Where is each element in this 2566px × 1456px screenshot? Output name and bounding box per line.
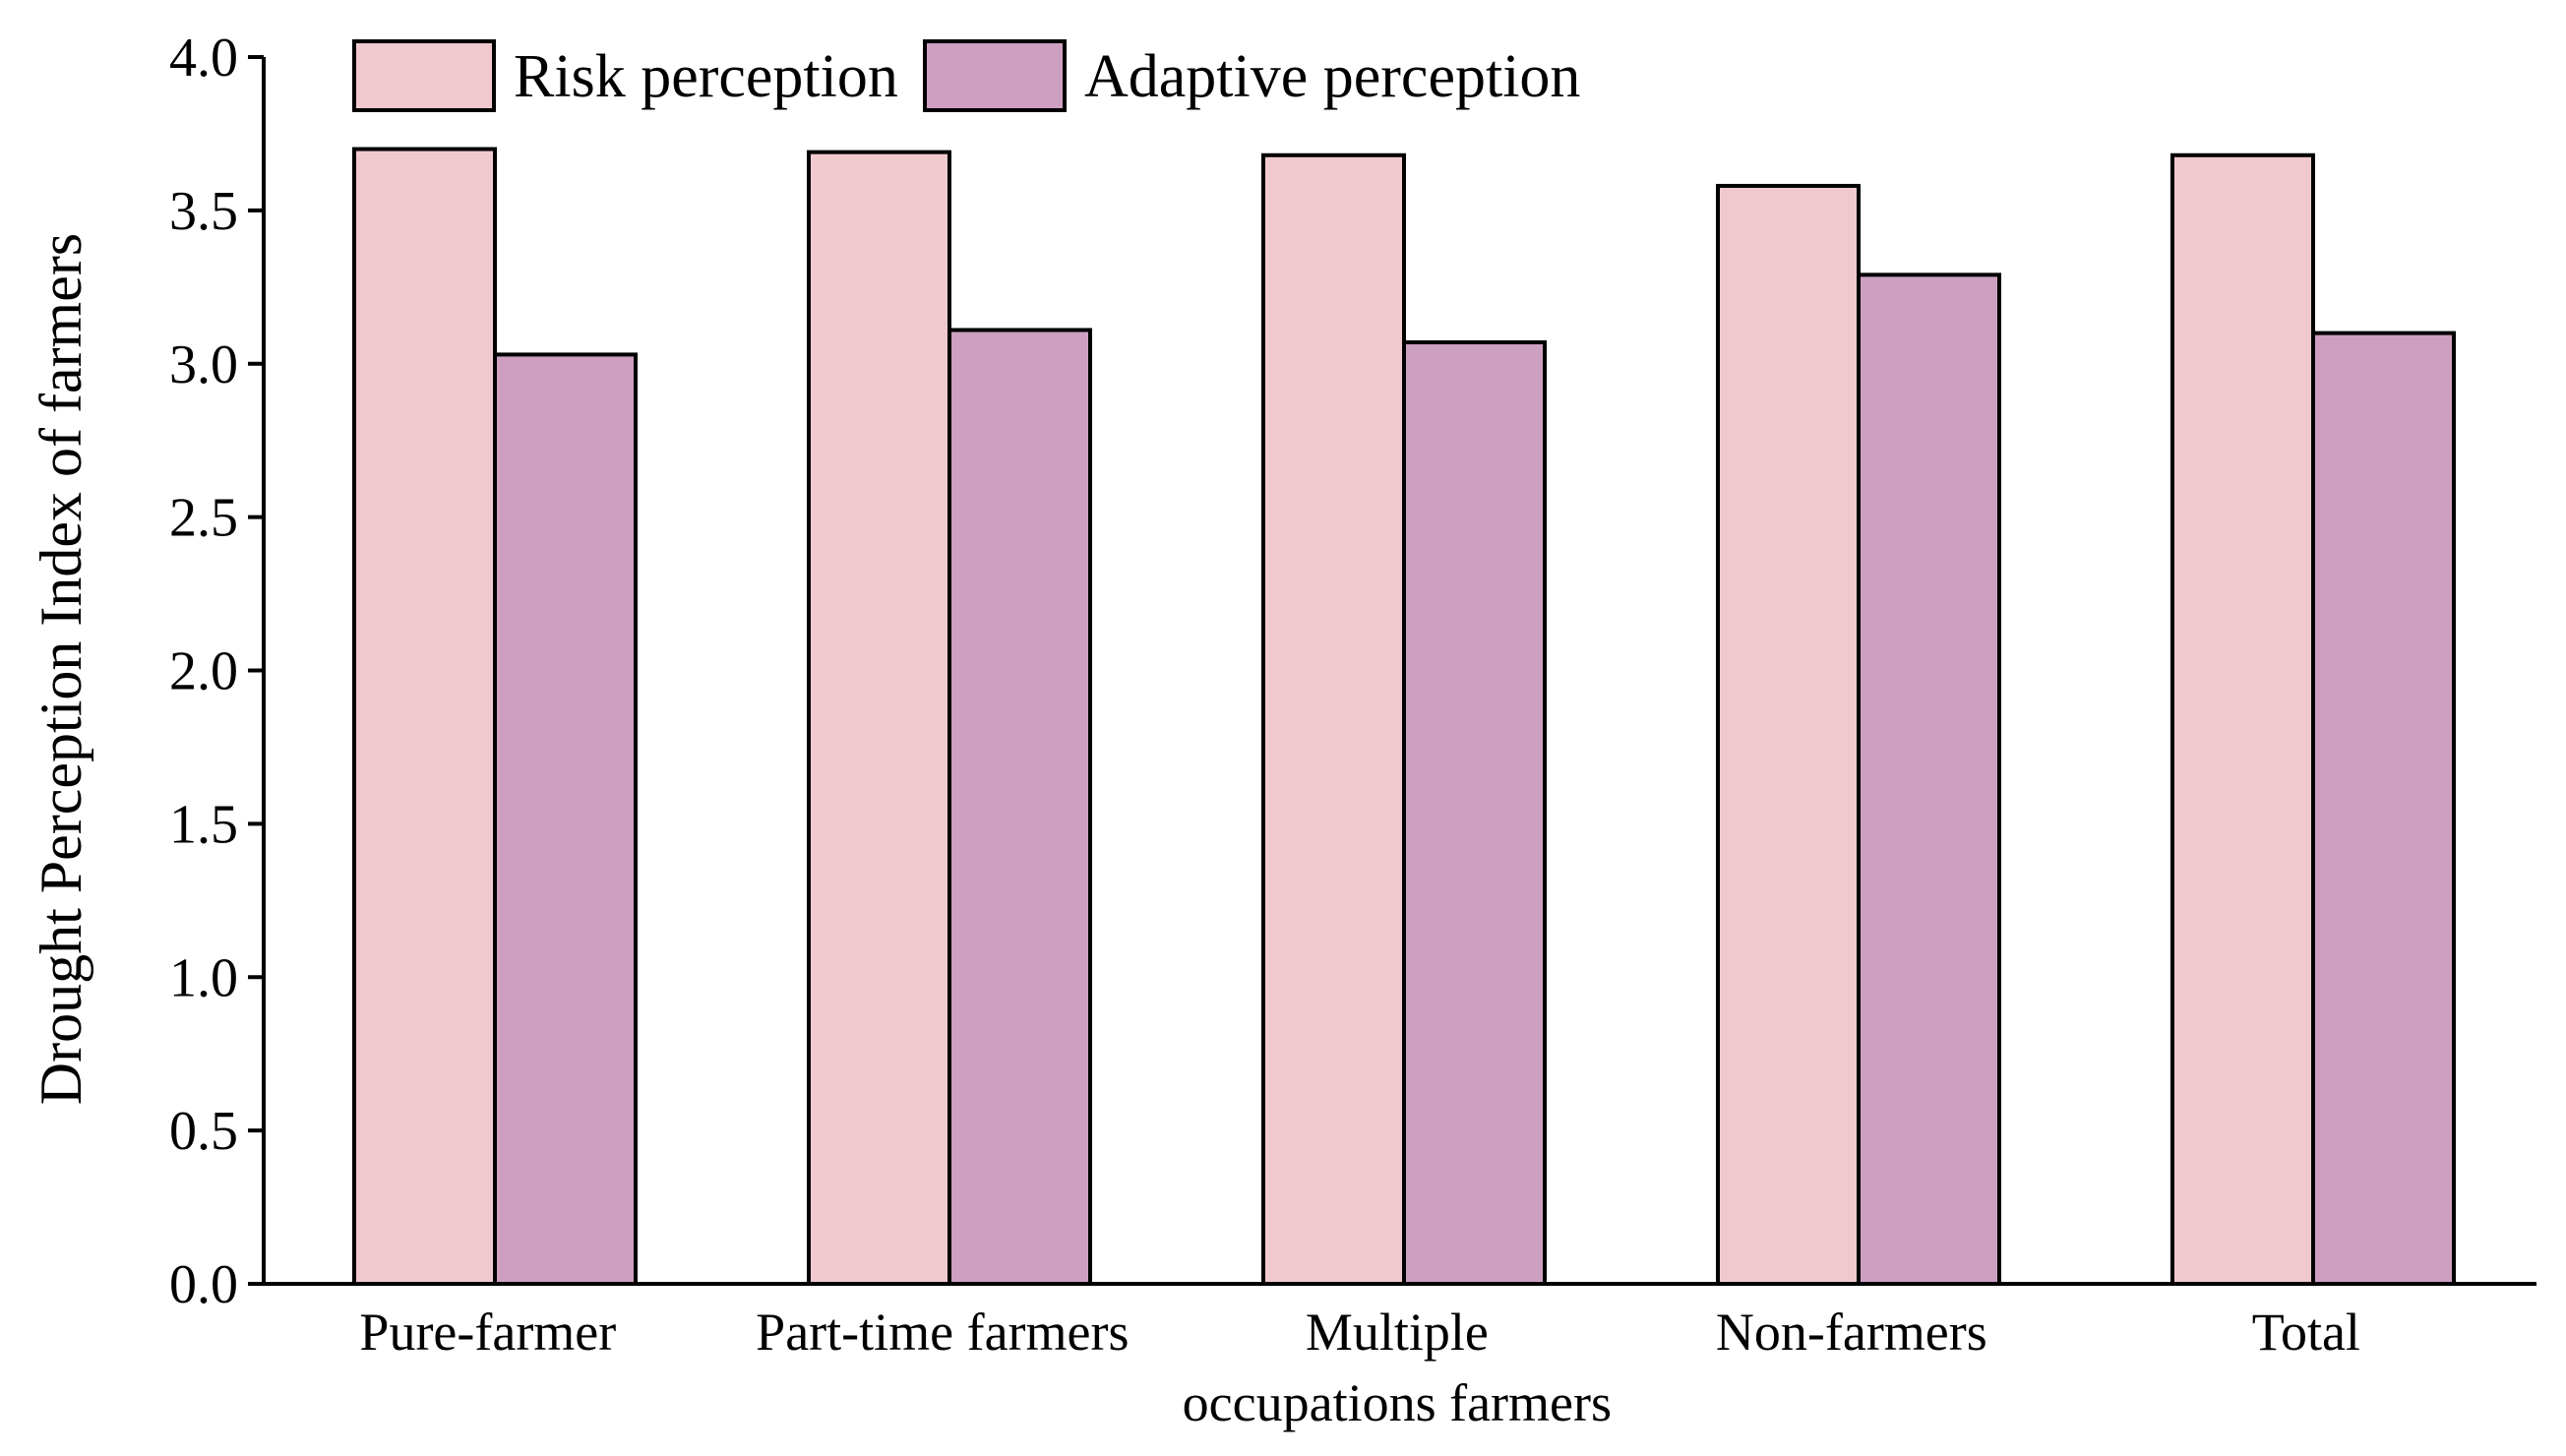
legend: Risk perception Adaptive perception	[352, 39, 1580, 112]
y-tick-label: 3.5	[169, 181, 238, 242]
bars	[352, 147, 2456, 1287]
x-tick-label-line: Pure-farmer	[359, 1303, 616, 1362]
y-tick-label: 1.5	[169, 794, 238, 855]
x-tick-label-line: Multiple	[1306, 1303, 1489, 1362]
x-tick-label: Total	[2252, 1303, 2360, 1362]
legend-label-risk: Risk perception	[514, 43, 898, 110]
axes	[262, 57, 2536, 1286]
y-tick-label: 3.0	[169, 334, 238, 395]
x-tick-label-line: occupations farmers	[1183, 1373, 1612, 1432]
y-tick-label: 0.0	[169, 1254, 238, 1315]
x-tick-label-line: Part-time farmers	[756, 1303, 1129, 1362]
x-tick-label: Pure-farmer	[359, 1303, 616, 1362]
bar-risk-2	[1261, 152, 1406, 1286]
legend-swatch-adaptive	[923, 39, 1067, 112]
bar-adaptive-1	[947, 328, 1092, 1286]
legend-label-adaptive: Adaptive perception	[1084, 43, 1580, 110]
x-tick-label-line: Non-farmers	[1716, 1303, 1987, 1362]
x-tick-label-line: Total	[2252, 1303, 2360, 1362]
bar-adaptive-4	[2311, 331, 2456, 1286]
y-tick-label: 2.5	[169, 488, 238, 549]
bar-adaptive-2	[1402, 339, 1547, 1286]
x-axis-ticks: Pure-farmer Part-time farmers Multiple occu…	[359, 1303, 2360, 1432]
x-tick-label: Part-time farmers	[756, 1303, 1129, 1362]
x-tick-label: Multiple occupations farmers	[1183, 1303, 1612, 1432]
bar-risk-3	[1716, 183, 1861, 1286]
y-axis-ticks: 0.0 0.5 1.0 1.5 2.0 2.5 3.0 3.5 4.0	[169, 28, 264, 1315]
bar-adaptive-0	[493, 352, 638, 1286]
y-axis-label: Drought Perception Index of farmers	[29, 233, 93, 1105]
y-tick-label: 4.0	[169, 28, 238, 89]
bar-risk-4	[2170, 152, 2315, 1286]
y-tick-label: 1.0	[169, 947, 238, 1008]
y-tick-label: 0.5	[169, 1101, 238, 1162]
bar-adaptive-3	[1857, 273, 2001, 1286]
bar-risk-0	[352, 147, 497, 1286]
x-tick-label: Non-farmers	[1716, 1303, 1987, 1362]
bar-risk-1	[807, 150, 951, 1287]
y-tick-label: 2.0	[169, 641, 238, 702]
legend-swatch-risk	[352, 39, 496, 112]
